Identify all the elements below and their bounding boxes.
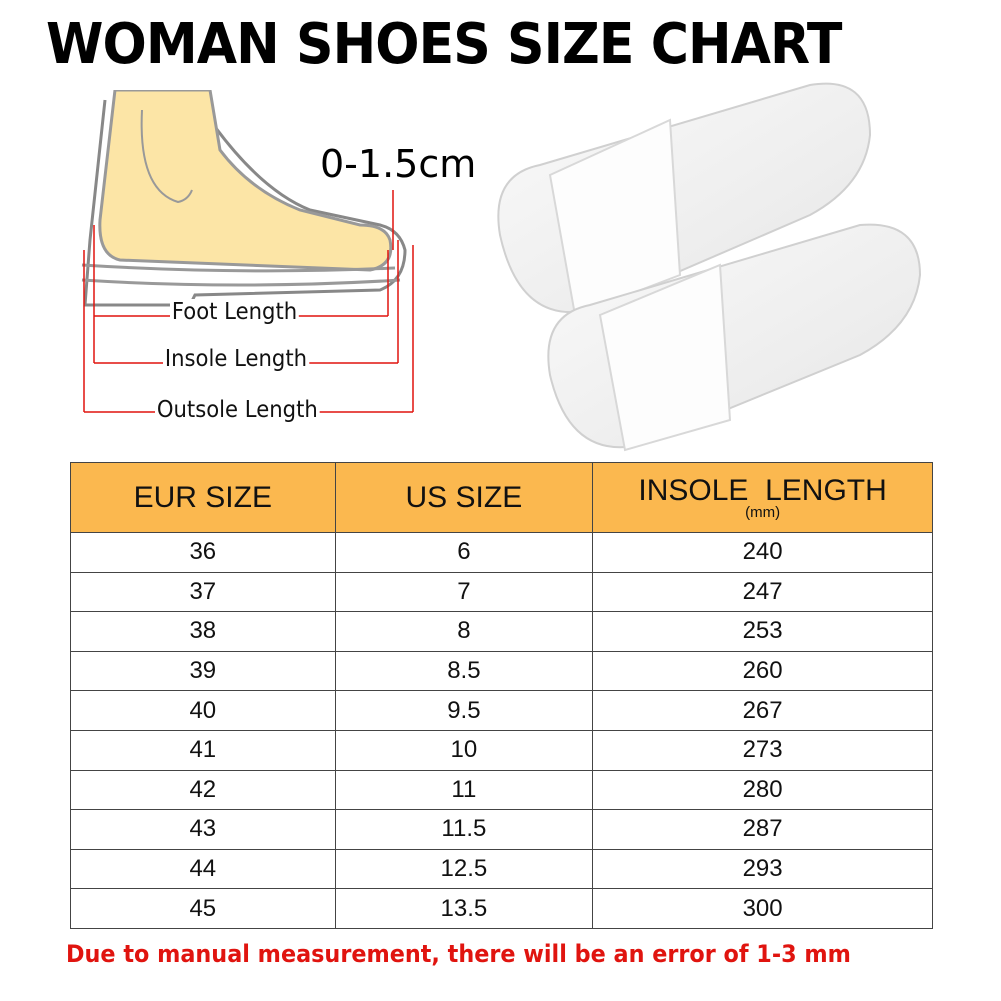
us-size-cell: 7 (334, 571, 594, 613)
eur-size-cell: 41 (70, 729, 336, 771)
insole-length-cell: 247 (592, 571, 933, 613)
table-row: 42 11 280 (70, 769, 933, 811)
us-size-cell: 13.5 (334, 888, 594, 929)
insole-length-cell: 293 (592, 848, 933, 890)
us-size-cell: 9.5 (334, 690, 594, 731)
slide-front (547, 223, 922, 452)
foot-length-label: Foot Length (170, 299, 300, 325)
insole-length-cell: 287 (592, 809, 933, 850)
us-size-cell: 8 (334, 611, 594, 652)
us-size-cell: 8.5 (334, 650, 594, 692)
table-row: 40 9.5 267 (70, 690, 933, 731)
measurement-note: Due to manual measurement, there will be… (66, 940, 851, 968)
eur-size-cell: 39 (70, 650, 336, 692)
insole-length-cell: 240 (592, 532, 933, 573)
size-chart-table: EUR SIZE US SIZE INSOLE LENGTH (mm) 36 6 24… (70, 462, 933, 929)
us-size-cell: 10 (334, 729, 594, 771)
table-row: 39 8.5 260 (70, 650, 933, 692)
insole-length-cell: 300 (592, 888, 933, 929)
insole-length-cell: 273 (592, 729, 933, 771)
header-insole-length: INSOLE LENGTH (mm) (592, 462, 933, 533)
slide-back (497, 82, 872, 317)
insole-length-label: Insole Length (163, 346, 309, 372)
eur-size-cell: 42 (70, 769, 336, 811)
table-row: 36 6 240 (70, 532, 933, 573)
us-size-cell: 6 (334, 532, 594, 573)
outsole-length-label: Outsole Length (155, 397, 320, 423)
us-size-cell: 11 (334, 769, 594, 811)
eur-size-cell: 36 (70, 532, 336, 573)
insole-length-cell: 260 (592, 650, 933, 692)
foot-measurement-diagram (81, 90, 414, 413)
toe-gap-label: 0-1.5cm (320, 142, 477, 186)
eur-size-cell: 38 (70, 611, 336, 652)
eur-size-cell: 44 (70, 848, 336, 890)
table-row: 45 13.5 300 (70, 888, 933, 929)
page-title: WOMAN SHOES SIZE CHART (46, 12, 842, 77)
foot-shape (98, 90, 393, 272)
insole-length-cell: 280 (592, 769, 933, 811)
eur-size-cell: 43 (70, 809, 336, 850)
table-row: 37 7 247 (70, 571, 933, 613)
us-size-cell: 11.5 (334, 809, 594, 850)
table-row: 41 10 273 (70, 729, 933, 771)
us-size-cell: 12.5 (334, 848, 594, 890)
insole-length-cell: 253 (592, 611, 933, 652)
header-us-size: US SIZE (334, 462, 594, 533)
table-header-row: EUR SIZE US SIZE INSOLE LENGTH (mm) (70, 462, 933, 533)
slide-sandals-image (497, 82, 922, 452)
eur-size-cell: 40 (70, 690, 336, 731)
header-unit: (mm) (745, 503, 781, 521)
insole-length-cell: 267 (592, 690, 933, 731)
eur-size-cell: 45 (70, 888, 336, 929)
eur-size-cell: 37 (70, 571, 336, 613)
table-row: 38 8 253 (70, 611, 933, 652)
table-row: 44 12.5 293 (70, 848, 933, 890)
table-row: 43 11.5 287 (70, 809, 933, 850)
header-eur-size: EUR SIZE (70, 462, 336, 533)
